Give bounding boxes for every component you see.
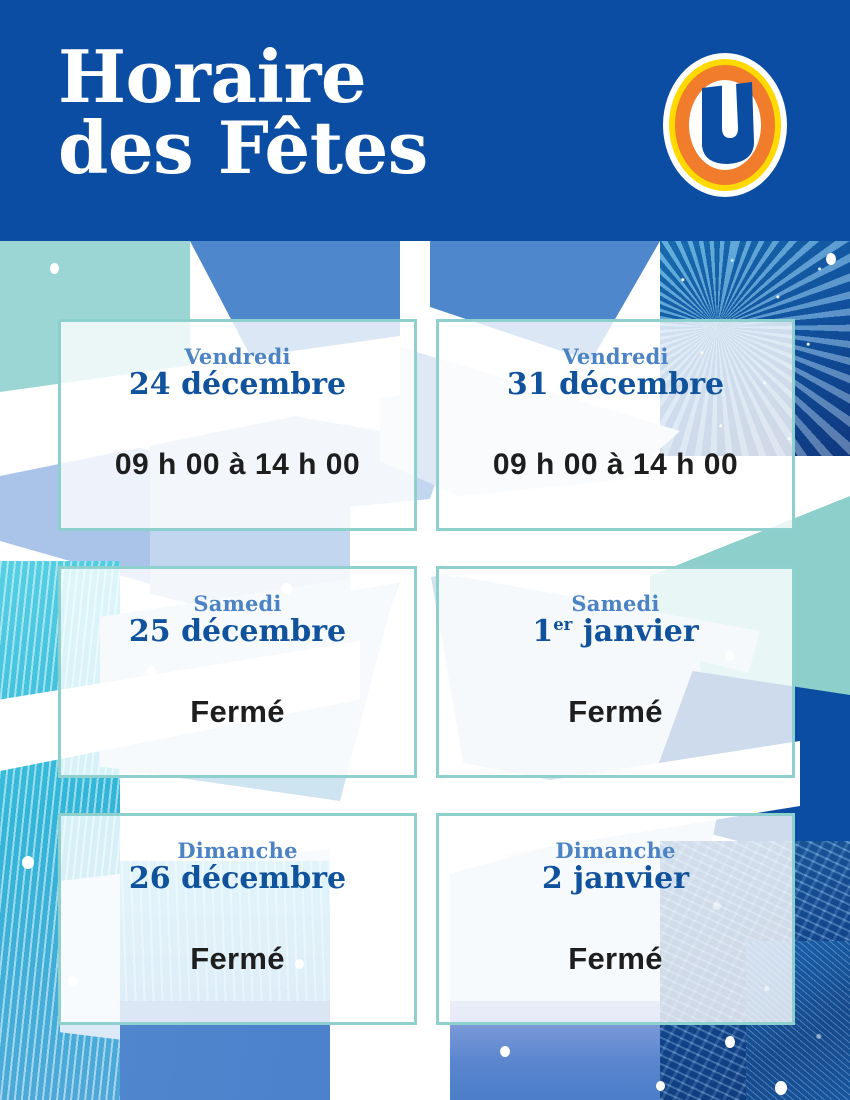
snow-dot bbox=[403, 1049, 413, 1061]
card-date: 2 janvier bbox=[542, 861, 689, 896]
card-hours: 09 h 00 à 14 h 00 bbox=[114, 448, 361, 482]
card-date-text: 26 décembre bbox=[128, 861, 347, 896]
card-weekday: Vendredi bbox=[184, 344, 291, 369]
schedule-card: Dimanche 2 janvier Fermé bbox=[436, 813, 795, 1025]
snow-dot bbox=[22, 856, 34, 869]
card-date: 24 décembre bbox=[129, 367, 346, 402]
card-weekday: Dimanche bbox=[177, 838, 298, 863]
card-date-text: 2 janvier bbox=[541, 861, 690, 896]
card-date-text: janvier bbox=[572, 614, 699, 649]
card-date: 31 décembre bbox=[507, 367, 724, 402]
card-hours: Fermé bbox=[190, 694, 285, 730]
page-title: Horaire des Fêtes bbox=[58, 34, 428, 190]
card-date-text: 31 décembre bbox=[506, 367, 725, 402]
card-date: 26 décembre bbox=[129, 861, 346, 896]
schedule-grid: Vendredi 24 décembre 09 h 00 à 14 h 00 V… bbox=[0, 241, 850, 1100]
card-date-text: 24 décembre bbox=[128, 367, 347, 402]
schedule-card: Vendredi 24 décembre 09 h 00 à 14 h 00 bbox=[58, 319, 417, 531]
schedule-card: Samedi 25 décembre Fermé bbox=[58, 566, 417, 778]
card-date-text: 25 décembre bbox=[128, 614, 347, 649]
card-date-ordinal: er bbox=[553, 615, 573, 634]
card-weekday: Dimanche bbox=[555, 838, 676, 863]
schedule-card: Vendredi 31 décembre 09 h 00 à 14 h 00 bbox=[436, 319, 795, 531]
card-hours: Fermé bbox=[568, 694, 663, 730]
snow-dot bbox=[50, 263, 59, 274]
snow-dot bbox=[775, 1081, 787, 1095]
card-date: 25 décembre bbox=[129, 614, 346, 649]
snow-dot bbox=[656, 1081, 665, 1091]
u-logo bbox=[660, 50, 790, 200]
card-weekday: Vendredi bbox=[562, 344, 669, 369]
card-date-prefix: 1 bbox=[532, 614, 554, 649]
schedule-card: Dimanche 26 décembre Fermé bbox=[58, 813, 417, 1025]
card-weekday: Samedi bbox=[193, 591, 282, 616]
poster-header: Horaire des Fêtes bbox=[0, 0, 850, 241]
snow-dot bbox=[725, 1036, 735, 1048]
card-weekday: Samedi bbox=[571, 591, 660, 616]
snow-dot bbox=[826, 253, 836, 265]
card-hours: Fermé bbox=[568, 941, 663, 977]
schedule-card: Samedi 1er janvier Fermé bbox=[436, 566, 795, 778]
card-hours: Fermé bbox=[190, 941, 285, 977]
snow-dot bbox=[500, 1046, 510, 1057]
card-date: 1er janvier bbox=[532, 614, 698, 649]
card-hours: 09 h 00 à 14 h 00 bbox=[492, 448, 739, 482]
